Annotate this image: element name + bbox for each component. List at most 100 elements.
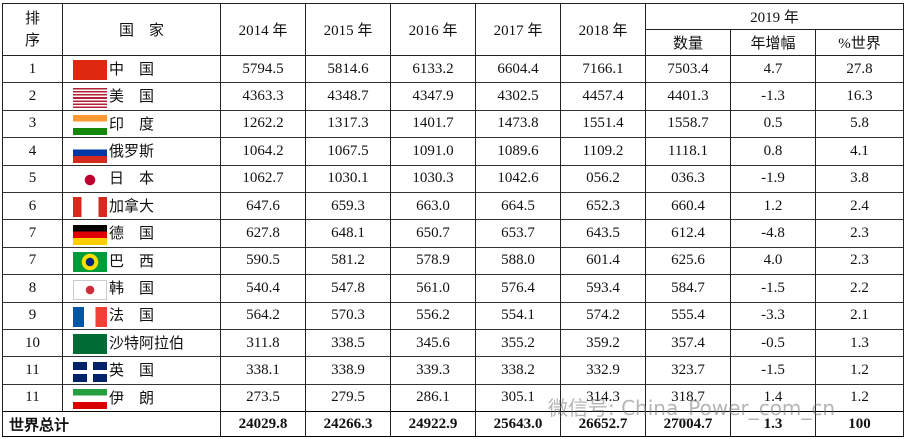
header-sub: %世界 [814, 29, 905, 56]
country-name: 沙特阿拉伯 [109, 335, 185, 352]
rank-cell: 3 [2, 109, 63, 138]
value-cell: 338.1 [220, 356, 306, 385]
value-cell: 556.2 [390, 301, 476, 330]
value-cell: 1030.1 [305, 164, 391, 193]
value-cell: 1109.2 [560, 137, 646, 166]
value-cell: 323.7 [645, 356, 731, 385]
value-cell: 1317.3 [305, 109, 391, 138]
value-cell: 5.8 [814, 109, 905, 138]
value-cell: 561.0 [390, 274, 476, 303]
flag-icon [73, 389, 107, 410]
value-cell: 338.9 [305, 356, 391, 385]
value-cell: 16.3 [814, 82, 905, 111]
value-cell: 576.4 [475, 274, 561, 303]
value-cell: 1089.6 [475, 137, 561, 166]
value-cell: 584.7 [645, 274, 731, 303]
country-cell: 英 国 [62, 356, 221, 385]
value-cell: -0.5 [730, 328, 816, 357]
value-cell: 27.8 [814, 54, 905, 83]
value-cell: 1118.1 [645, 137, 731, 166]
table-row: 11 伊 朗 273.5 279.5 286.1 305.1 314.3 318.7 1.4 1.… [2, 383, 905, 412]
rank-cell: 10 [2, 328, 63, 357]
value-cell: 652.3 [560, 191, 646, 220]
table-body: 1 中 国 5794.5 5814.6 6133.2 6604.4 7166.1 7503.4… [2, 54, 905, 412]
country-cell: 日 本 [62, 164, 221, 193]
flag-icon [73, 60, 107, 81]
total-label: 世界总计 [2, 411, 221, 438]
country-name: 日 本 [109, 171, 155, 188]
flag-icon [73, 279, 107, 300]
value-cell: 6133.2 [390, 54, 476, 83]
value-cell: 273.5 [220, 383, 306, 412]
value-cell: 4.7 [730, 54, 816, 83]
value-cell: 581.2 [305, 246, 391, 275]
country-cell: 美 国 [62, 82, 221, 111]
header-year: 2017 年 [475, 3, 561, 56]
value-cell: 1.2 [814, 383, 905, 412]
table-row: 7 德 国 627.8 648.1 650.7 653.7 643.5 612.4 -4.8 2.… [2, 219, 905, 248]
flag-icon [73, 87, 107, 108]
value-cell: -4.8 [730, 219, 816, 248]
value-cell: 663.0 [390, 191, 476, 220]
flag-icon [73, 306, 107, 327]
value-cell: 574.2 [560, 301, 646, 330]
total-cell: 24266.3 [305, 411, 391, 438]
value-cell: 578.9 [390, 246, 476, 275]
value-cell: 612.4 [645, 219, 731, 248]
rank-cell: 1 [2, 54, 63, 83]
flag-icon [73, 115, 107, 136]
value-cell: 7503.4 [645, 54, 731, 83]
value-cell: 4302.5 [475, 82, 561, 111]
value-cell: 570.3 [305, 301, 391, 330]
total-cell: 100 [814, 411, 905, 438]
rank-cell: 5 [2, 164, 63, 193]
country-name: 美 国 [109, 89, 155, 106]
value-cell: 627.8 [220, 219, 306, 248]
value-cell: 653.7 [475, 219, 561, 248]
country-cell: 伊 朗 [62, 383, 221, 412]
table-row: 4 俄罗斯 1064.2 1067.5 1091.0 1089.6 1109.2 1118.1… [2, 137, 905, 166]
flag-icon [73, 252, 107, 273]
value-cell: 1.3 [814, 328, 905, 357]
value-cell: 564.2 [220, 301, 306, 330]
value-cell: 3.8 [814, 164, 905, 193]
rank-cell: 7 [2, 219, 63, 248]
header-country: 国 家 [62, 3, 221, 56]
value-cell: 2.1 [814, 301, 905, 330]
value-cell: 314.3 [560, 383, 646, 412]
value-cell: 7166.1 [560, 54, 646, 83]
value-cell: 345.6 [390, 328, 476, 357]
value-cell: 6604.4 [475, 54, 561, 83]
value-cell: 1064.2 [220, 137, 306, 166]
value-cell: 593.4 [560, 274, 646, 303]
country-cell: 韩 国 [62, 274, 221, 303]
value-cell: 601.4 [560, 246, 646, 275]
value-cell: 643.5 [560, 219, 646, 248]
rank-cell: 9 [2, 301, 63, 330]
country-cell: 俄罗斯 [62, 137, 221, 166]
country-cell: 中 国 [62, 54, 221, 83]
rank-cell: 8 [2, 274, 63, 303]
country-name: 法 国 [109, 308, 155, 325]
data-table: 排序 国 家 2014 年 2015 年 2016 年 2017 年 2018 … [2, 3, 905, 438]
rank-cell: 6 [2, 191, 63, 220]
flag-icon [73, 170, 107, 191]
country-name: 俄罗斯 [109, 144, 155, 161]
value-cell: 1062.7 [220, 164, 306, 193]
table-header: 排序 国 家 2014 年 2015 年 2016 年 2017 年 2018 … [2, 3, 905, 56]
value-cell: 1262.2 [220, 109, 306, 138]
country-cell: 德 国 [62, 219, 221, 248]
table-row: 9 法 国 564.2 570.3 556.2 554.1 574.2 555.4 -3.3 2.… [2, 301, 905, 330]
flag-icon [73, 361, 107, 382]
value-cell: 625.6 [645, 246, 731, 275]
flag-icon [73, 197, 107, 218]
table-row: 3 印 度 1262.2 1317.3 1401.7 1473.8 1551.4 1558.7… [2, 109, 905, 138]
value-cell: 4363.3 [220, 82, 306, 111]
value-cell: 0.5 [730, 109, 816, 138]
value-cell: 1473.8 [475, 109, 561, 138]
value-cell: 355.2 [475, 328, 561, 357]
rank-cell: 4 [2, 137, 63, 166]
value-cell: 1551.4 [560, 109, 646, 138]
rank-cell: 11 [2, 383, 63, 412]
